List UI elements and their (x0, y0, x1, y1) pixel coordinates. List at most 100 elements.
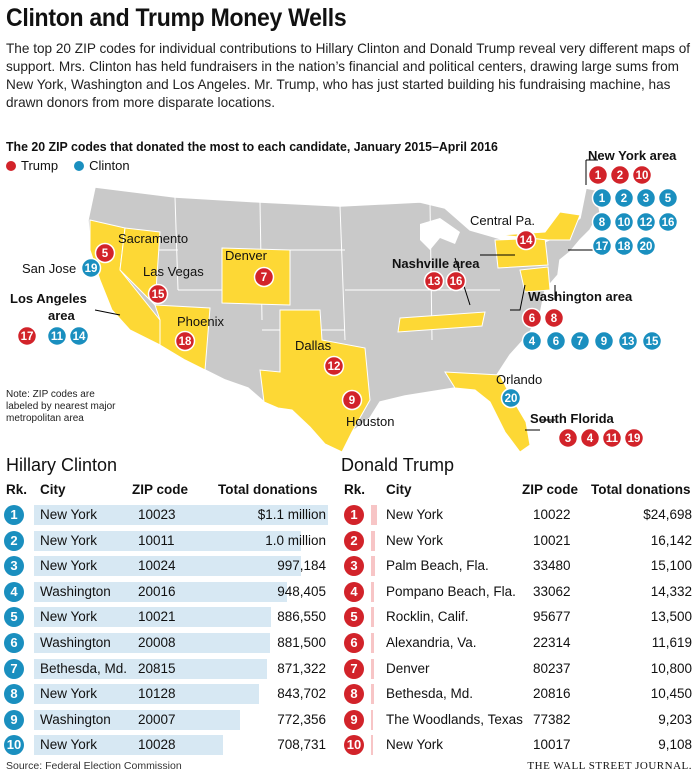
donation-bar (34, 581, 288, 602)
rank-badge: 2 (344, 530, 364, 551)
map-label-centralpa: Central Pa. (470, 213, 535, 228)
map-label-orlando: Orlando (496, 372, 542, 387)
total-cell: 881,500 (277, 634, 326, 650)
clinton-table-title: Hillary Clinton (6, 455, 118, 475)
city-cell: Denver (386, 660, 430, 676)
map-label-houston: Houston (346, 414, 394, 429)
zip-cell: 95677 (533, 609, 571, 625)
total-cell: 11,619 (651, 634, 692, 650)
svg-text:9: 9 (601, 336, 607, 348)
donation-bar (34, 709, 241, 730)
rank-badge: 3 (344, 556, 364, 577)
total-cell: 772,356 (277, 711, 326, 727)
col-zip: ZIP code (522, 482, 579, 497)
rank-badge: 5 (344, 607, 364, 628)
svg-text:5: 5 (102, 248, 109, 260)
table-row: 3 Palm Beach, Fla. 33480 15,100 (341, 553, 697, 579)
table-row: 9 Washington 20007 772,356 (4, 707, 332, 733)
ny-trump-marker-2: 2 (609, 164, 631, 186)
map-label-la-line1: Los Angeles (10, 291, 87, 306)
southflorida-marker-3: 3 (557, 427, 579, 449)
trump-table: Rk. City ZIP code Total donations 1 New Y… (341, 482, 697, 758)
southflorida-marker-4: 4 (579, 427, 601, 449)
city-cell: Pompano Beach, Fla. (386, 583, 516, 599)
svg-text:3: 3 (643, 193, 649, 205)
ny-clinton-marker-1: 1 (591, 187, 613, 209)
svg-text:13: 13 (622, 336, 635, 348)
col-rank: Rk. (6, 482, 28, 497)
svg-text:10: 10 (636, 170, 649, 182)
svg-text:1: 1 (599, 193, 606, 205)
phoenix-marker-18: 18 (174, 330, 196, 352)
map-label-southflorida: South Florida (530, 411, 615, 426)
map-label-sanjose: San Jose (22, 261, 76, 276)
nashville-marker-13: 13 (423, 270, 445, 292)
ny-clinton-marker-12: 12 (635, 211, 657, 233)
orlando-marker-20: 20 (500, 387, 522, 409)
clinton-table-header: Rk. City ZIP code Total donations (6, 482, 332, 502)
total-cell: 708,731 (277, 737, 326, 753)
svg-text:19: 19 (85, 263, 98, 275)
zip-cell: 10021 (533, 532, 571, 548)
svg-text:14: 14 (520, 235, 533, 247)
total-cell: 997,184 (277, 558, 326, 574)
zip-cell: 20815 (138, 660, 176, 676)
city-cell: Alexandria, Va. (386, 634, 477, 650)
city-cell: New York (40, 558, 98, 574)
rank-badge: 9 (4, 709, 24, 730)
table-row: 5 New York 10021 886,550 (4, 604, 332, 630)
city-cell: New York (40, 737, 98, 753)
donation-bar (371, 735, 374, 756)
svg-text:16: 16 (662, 217, 675, 229)
map-labels: New York area Central Pa. Nashville area Wa… (10, 148, 677, 429)
rank-badge: 5 (4, 607, 24, 628)
total-cell: 9,203 (658, 711, 692, 727)
highlight-texas (259, 309, 371, 453)
svg-text:9: 9 (349, 395, 355, 407)
svg-text:12: 12 (328, 361, 341, 373)
la-trump-marker-17: 17 (16, 325, 38, 347)
donation-bar (34, 607, 271, 628)
table-row: 7 Bethesda, Md. 20815 871,322 (4, 656, 332, 682)
table-row: 2 New York 10011 1.0 million (4, 528, 332, 554)
svg-text:8: 8 (599, 217, 606, 229)
map-label-phoenix: Phoenix (177, 314, 224, 329)
total-cell: 9,108 (658, 737, 692, 753)
svg-text:14: 14 (73, 331, 86, 343)
svg-text:6: 6 (553, 336, 559, 348)
leader-line-7 (94, 309, 121, 316)
city-cell: Palm Beach, Fla. (386, 558, 489, 574)
map-label-denver: Denver (225, 248, 268, 263)
zip-cell: 20008 (138, 634, 176, 650)
city-cell: New York (40, 507, 98, 522)
table-row: 10 New York 10028 708,731 (4, 732, 332, 758)
svg-text:3: 3 (565, 433, 571, 445)
highlighted-states (89, 211, 581, 453)
donation-bar (371, 505, 377, 525)
donation-bar (371, 556, 375, 577)
total-cell: 948,405 (277, 583, 326, 599)
zip-cell: 10024 (138, 558, 176, 574)
svg-text:20: 20 (505, 393, 518, 405)
wash-clinton-marker-7: 7 (569, 330, 591, 352)
table-row: 6 Washington 20008 881,500 (4, 630, 332, 656)
table-row: 1 New York 10023 $1.1 million (4, 502, 332, 528)
sacramento-marker-5: 5 (94, 242, 116, 264)
state-border-0 (174, 196, 179, 291)
zip-cell: 10128 (138, 686, 176, 702)
total-cell: 10,800 (650, 660, 692, 676)
city-cell: New York (40, 532, 98, 548)
city-cell: Rocklin, Calif. (386, 609, 469, 625)
city-cell: New York (386, 532, 444, 548)
legend-trump-label: Trump (21, 158, 59, 173)
table-row: 9 The Woodlands, Texas 77382 9,203 (341, 707, 697, 733)
wash-trump-marker-6: 6 (521, 307, 543, 329)
donation-bar (34, 632, 270, 653)
legend-clinton-label: Clinton (89, 158, 130, 173)
trump-table-header: Rk. City ZIP code Total donations (341, 482, 697, 502)
rank-badge: 6 (344, 632, 364, 653)
city-cell: The Woodlands, Texas (386, 711, 523, 727)
svg-text:18: 18 (618, 241, 631, 253)
legend: Trump Clinton (6, 158, 130, 173)
ny-trump-marker-10: 10 (631, 164, 653, 186)
